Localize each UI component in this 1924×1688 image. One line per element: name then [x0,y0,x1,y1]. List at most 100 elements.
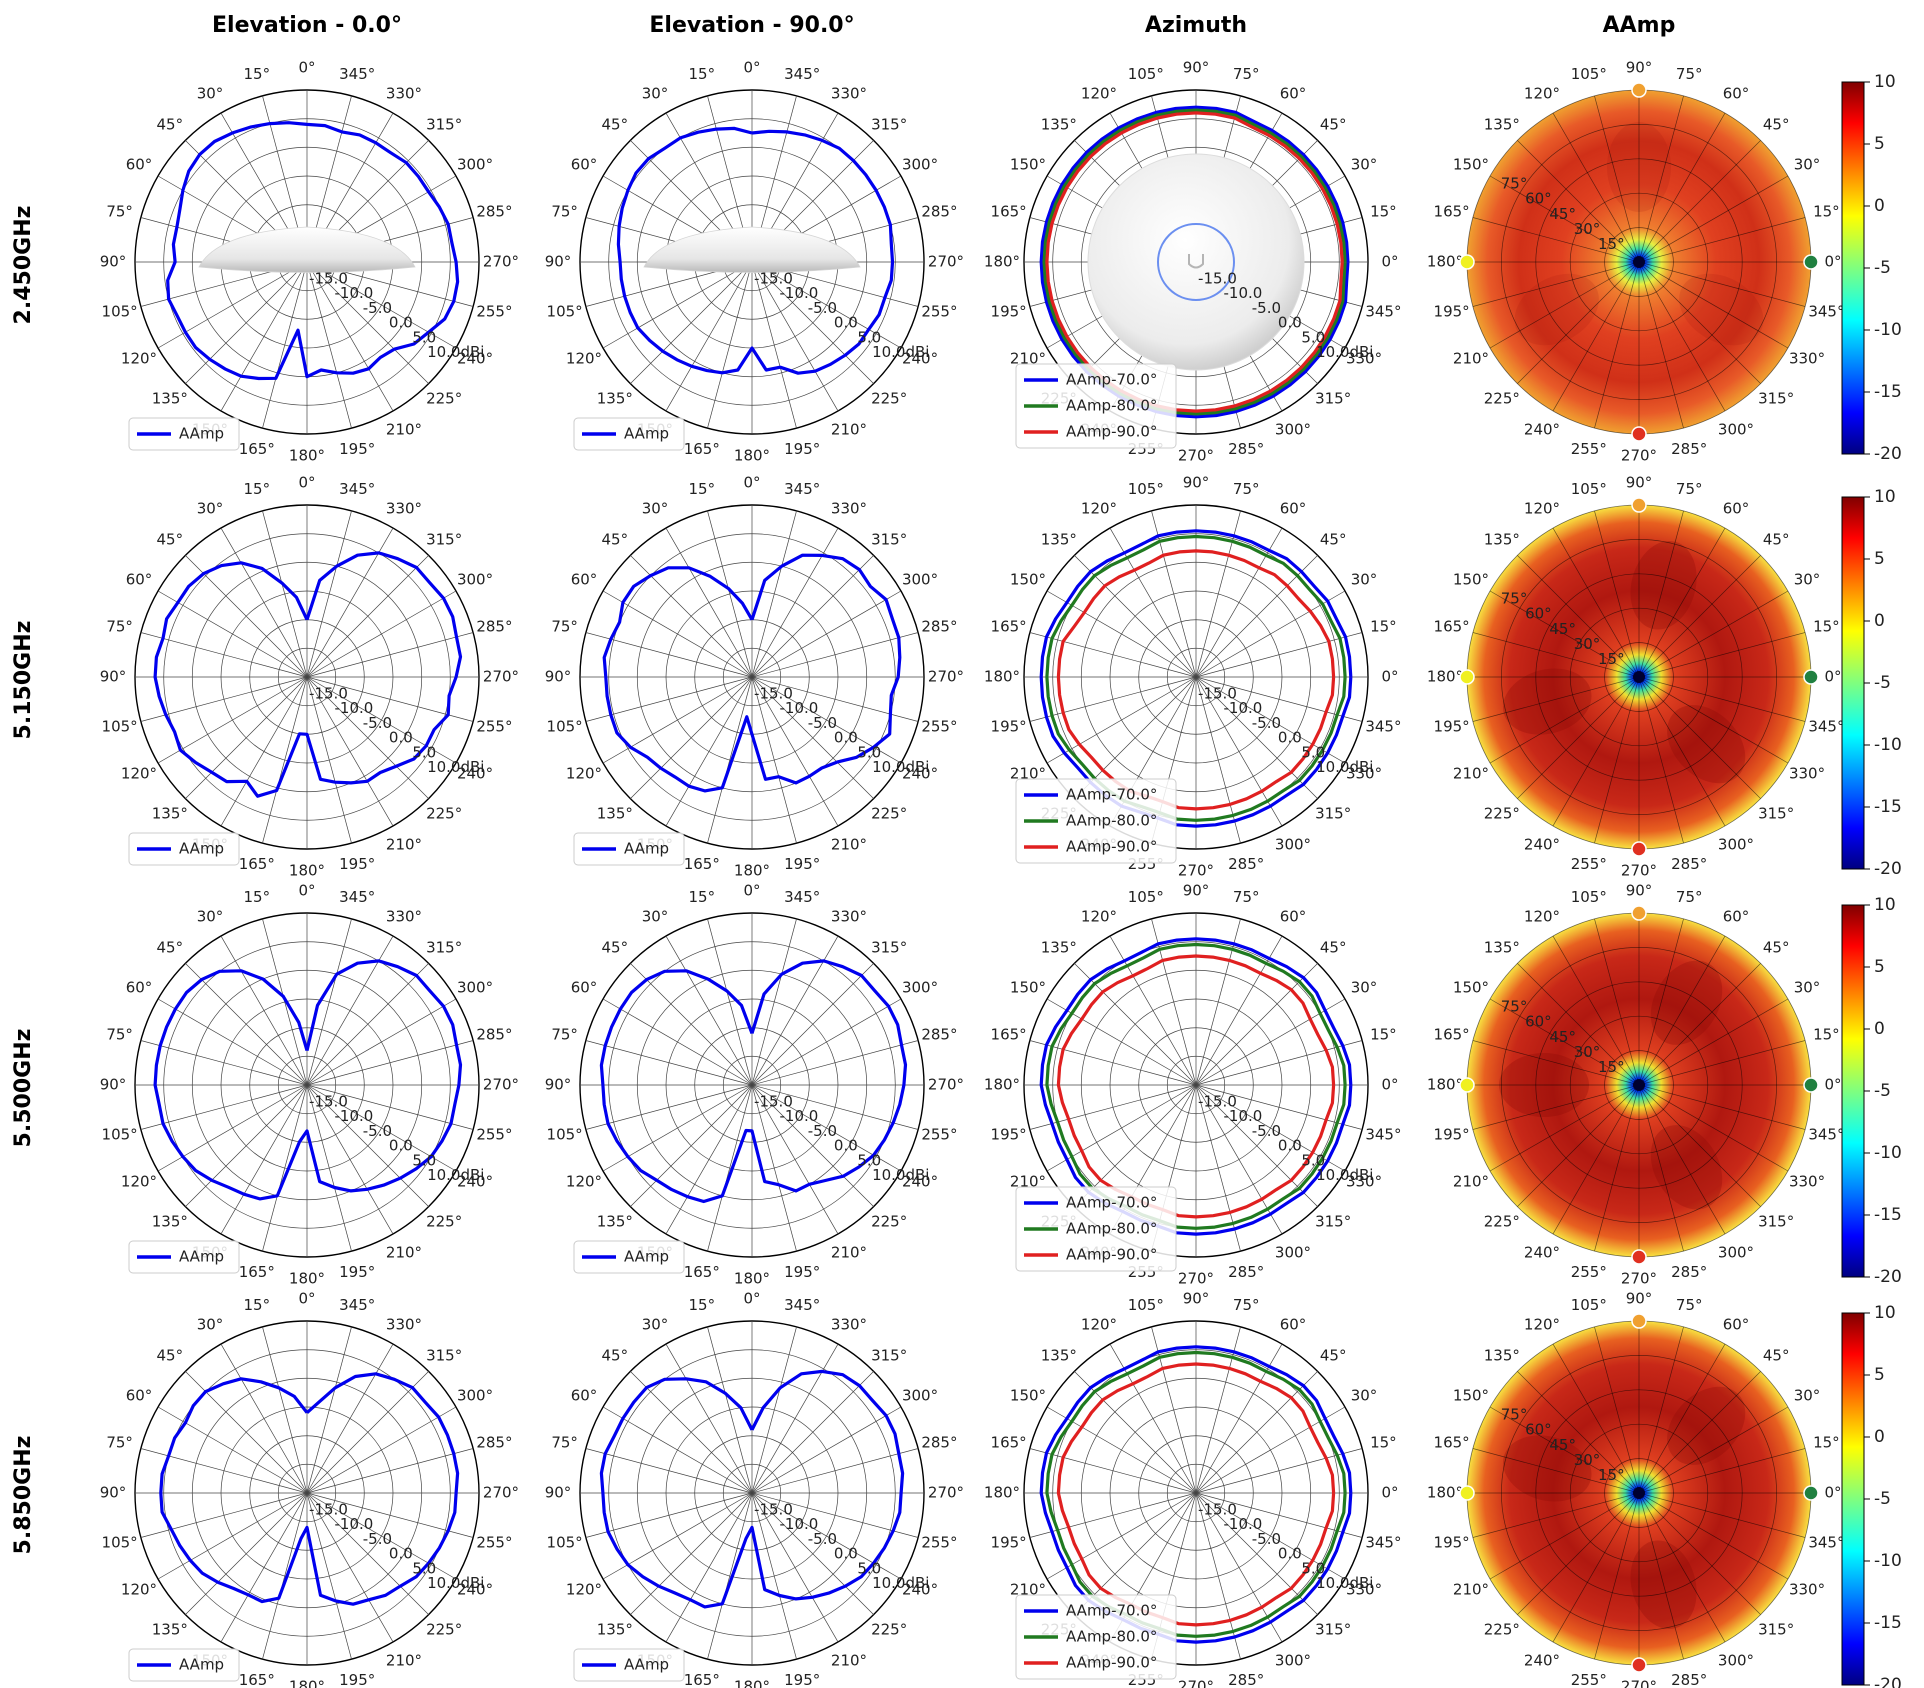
heatmap-spoke [1552,1084,1640,1235]
grid-spoke [665,676,753,827]
grid-spoke [140,1084,308,1130]
heatmap-marker [1631,841,1647,857]
legend-box [573,1240,685,1274]
angle-tick-label: 75° [1676,480,1703,498]
angle-tick-label: 330° [1346,350,1382,368]
angle-tick-label: 135° [152,1621,188,1639]
angle-tick-label: 0° [743,882,760,900]
angle-tick-label: 345° [339,888,375,906]
column-title-elevation-90: Elevation - 90.0° [649,13,854,38]
heatmap-spoke [1489,175,1640,263]
legend-box [573,1648,685,1682]
legend-box [128,417,240,451]
grid-spoke [306,676,474,722]
angle-tick-label: 15° [1370,1025,1397,1043]
angle-tick-label: 90° [1183,59,1210,77]
heatmap-spoke [1594,1492,1640,1660]
heatmap-spoke [1638,261,1684,429]
angle-tick-label: 135° [1041,938,1077,956]
radial-tick-label: -5.0 [808,714,837,732]
colorbar-tick-label: -20 [1874,859,1902,879]
angle-tick-label: 255° [1571,1671,1607,1688]
angle-tick-label: 30° [197,1315,224,1333]
radial-tick-label: -5.0 [1252,1122,1281,1140]
angle-tick-label: 45° [1320,1346,1347,1364]
angle-tick-label: 90° [545,668,572,686]
grid-spoke [1074,1084,1197,1207]
angle-tick-label: 15° [243,65,270,83]
heatmap-radial-label: 75° [1501,589,1528,607]
angle-tick-label: 90° [1183,474,1210,492]
radial-tick-label: 0.0 [1278,729,1302,747]
grid-spoke [185,261,308,384]
angle-tick-label: 255° [921,303,957,321]
radial-tick-label: -15.0 [1198,1500,1237,1518]
grid-spoke [1151,510,1197,678]
grid-spoke [602,1406,753,1494]
angle-tick-label: 345° [1365,1534,1401,1552]
angle-tick-label: 150° [1010,1387,1046,1405]
heatmap-spoke [1638,175,1789,263]
angle-tick-label: 270° [483,668,519,686]
angle-tick-label: 300° [1275,836,1311,854]
angle-tick-label: 30° [1351,1387,1378,1405]
angle-tick-label: 15° [688,480,715,498]
angle-tick-label: 240° [902,1173,938,1191]
colorbar [1841,81,1865,455]
angle-tick-label: 60° [1280,499,1307,517]
heatmap-marker [1459,1485,1475,1501]
grid-spoke [751,1084,839,1235]
heatmap-spoke [1594,1084,1640,1252]
legend-label: AAmp [624,1248,669,1266]
angle-tick-label: 300° [902,979,938,997]
angle-tick-label: 300° [1718,1652,1754,1670]
grid-spoke [185,1492,308,1615]
angle-tick-label: 15° [688,65,715,83]
radial-tick-label: -15.0 [1198,1092,1237,1110]
radial-tick-label: -10.0 [335,1107,374,1125]
grid-spoke [751,632,919,678]
grid-spoke [751,1492,919,1538]
angle-tick-label: 150° [1010,156,1046,174]
legend-box [1015,363,1177,449]
angle-tick-label: 120° [566,765,602,783]
heatmap-marker [1631,905,1647,921]
grid-spoke [602,590,753,678]
heatmap-spoke [1489,676,1640,764]
angle-tick-label: 135° [1484,115,1520,133]
radial-tick-label: 0.0 [834,314,858,332]
colorbar-tick-label: -5 [1874,258,1891,278]
colorbar-tick-label: 0 [1874,196,1885,216]
heatmap-spoke [1517,1492,1640,1615]
angle-tick-label: 105° [1128,1296,1164,1314]
radial-tick-label: 5.0 [1301,1151,1325,1169]
row-label-2450: 2.450GHz [11,206,36,325]
angle-tick-label: 45° [1763,115,1790,133]
grid-spoke [220,935,308,1086]
product-side-view [643,226,861,273]
colorbar-tick-label: 10 [1874,895,1896,915]
angle-tick-label: 30° [1794,571,1821,589]
grid-spoke [630,676,753,799]
heatmap-spoke [1638,1084,1726,1235]
pattern-line-az80 [1045,534,1347,822]
grid-spoke [306,676,394,827]
colorbar-row-3: 10 5 0 -5 -10 -15 -20 [1841,1303,1902,1688]
angle-tick-label: 195° [1434,718,1470,736]
legend-label: AAmp-70.0° [1066,371,1157,389]
heatmap-spoke [1638,510,1684,678]
angle-tick-label: 30° [1351,571,1378,589]
angle-tick-label: 30° [642,84,669,102]
radial-tick-label: -10.0 [780,1515,819,1533]
grid-spoke [1074,963,1197,1086]
angle-tick-label: 165° [1434,1025,1470,1043]
heatmap-spoke [1638,1492,1726,1643]
angle-tick-label: 345° [784,480,820,498]
heatmap-spoke [1638,1084,1789,1172]
heatmap-spoke [1638,527,1726,678]
angle-tick-label: 330° [1346,1173,1382,1191]
heatmap-spoke [1638,140,1761,263]
angle-tick-label: 315° [1758,390,1794,408]
grid-spoke [1195,1343,1283,1494]
colorbar-row-1: 10 5 0 -5 -10 -15 -20 [1841,487,1902,879]
